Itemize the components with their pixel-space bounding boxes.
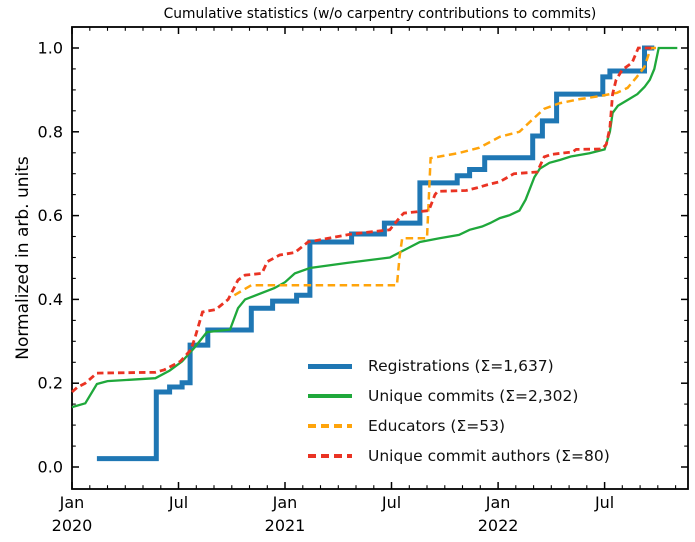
y-axis-label: Normalized in arb. units (13, 156, 33, 360)
y-tick-label: 1.0 (38, 39, 63, 58)
series-registrations (96, 45, 655, 462)
legend-item-unique-commit-authors: Unique commit authors (Σ=80) (308, 441, 610, 471)
legend-item-unique-commits: Unique commits (Σ=2,302) (308, 381, 610, 411)
y-tick-label: 0.8 (38, 122, 63, 141)
legend-swatch-unique-commit-authors (308, 454, 352, 458)
y-tick-label: 0.4 (38, 290, 63, 309)
y-tick-label: 0.6 (38, 206, 63, 225)
x-tick-label: Jul (594, 493, 614, 512)
y-tick-label: 0.0 (38, 458, 63, 477)
x-tick-year-label: 2022 (478, 516, 519, 535)
series-unique-commits (71, 46, 678, 409)
x-tick-label: Jul (381, 493, 401, 512)
legend-swatch-unique-commits (308, 394, 352, 398)
chart-title: Cumulative statistics (w/o carpentry con… (163, 6, 597, 22)
legend: Registrations (Σ=1,637) Unique commits (Σ… (308, 351, 610, 471)
x-tick-label: Jan (59, 493, 85, 512)
series-unique-commit-authors (71, 46, 655, 394)
legend-swatch-educators (308, 424, 352, 428)
x-tick-year-label: 2021 (265, 516, 306, 535)
legend-label-unique-commit-authors: Unique commit authors (Σ=80) (368, 447, 610, 465)
x-tick-year-label: 2020 (52, 516, 93, 535)
legend-label-registrations: Registrations (Σ=1,637) (368, 357, 554, 375)
x-tick-label: Jan (485, 493, 511, 512)
legend-item-registrations: Registrations (Σ=1,637) (308, 351, 610, 381)
x-tick-label: Jul (168, 493, 188, 512)
legend-label-educators: Educators (Σ=53) (368, 417, 506, 435)
legend-item-educators: Educators (Σ=53) (308, 411, 610, 441)
legend-swatch-registrations (308, 363, 352, 369)
legend-label-unique-commits: Unique commits (Σ=2,302) (368, 387, 579, 405)
x-tick-label: Jan (272, 493, 298, 512)
series-educators (233, 46, 656, 297)
y-tick-label: 0.2 (38, 374, 63, 393)
